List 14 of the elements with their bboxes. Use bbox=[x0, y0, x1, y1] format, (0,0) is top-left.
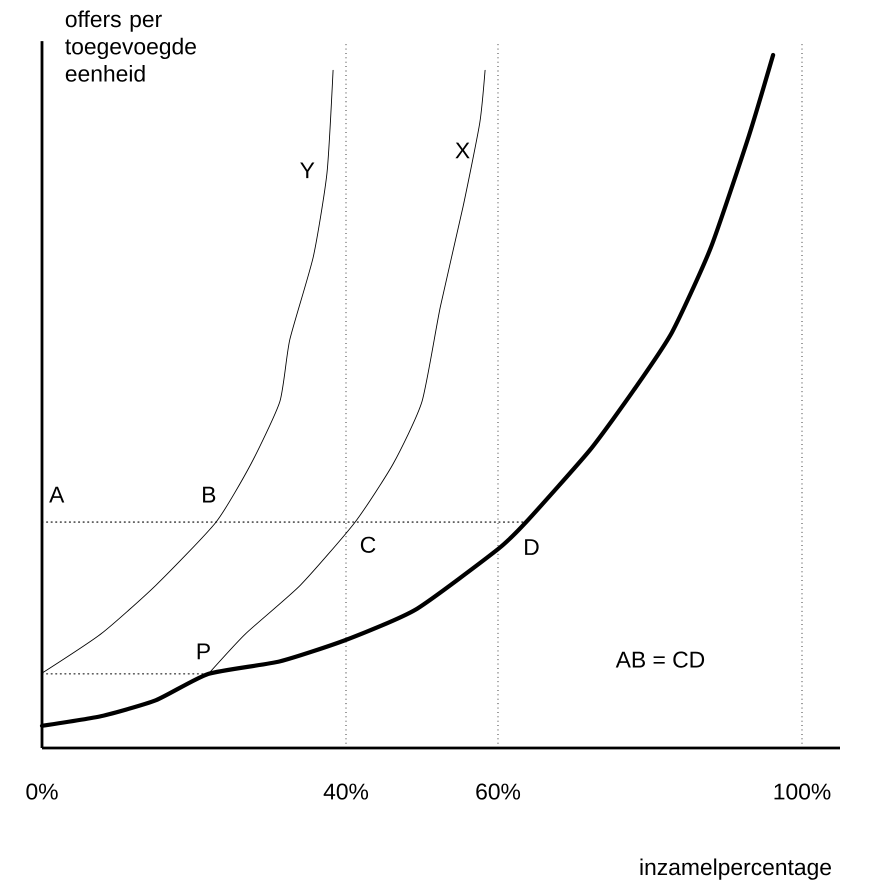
annotation: B bbox=[203, 486, 216, 502]
annotation: C bbox=[360, 536, 376, 553]
x-tick-label: 0% bbox=[26, 783, 58, 800]
x-tick-label: 100% bbox=[774, 783, 830, 800]
annotation: P bbox=[198, 644, 210, 660]
annotation: X bbox=[455, 142, 470, 158]
annotation: D bbox=[525, 539, 539, 555]
x-axis-title: inzamelpercentage bbox=[640, 858, 831, 880]
annotation: A bbox=[49, 486, 64, 502]
x-tick-label: 60% bbox=[476, 783, 520, 800]
x-tick-label: 40% bbox=[324, 783, 368, 800]
annotation: AB = CD bbox=[616, 652, 704, 668]
y-axis-title: offers per toegevoegde eenheid bbox=[65, 10, 196, 82]
annotation: Y bbox=[300, 162, 314, 178]
